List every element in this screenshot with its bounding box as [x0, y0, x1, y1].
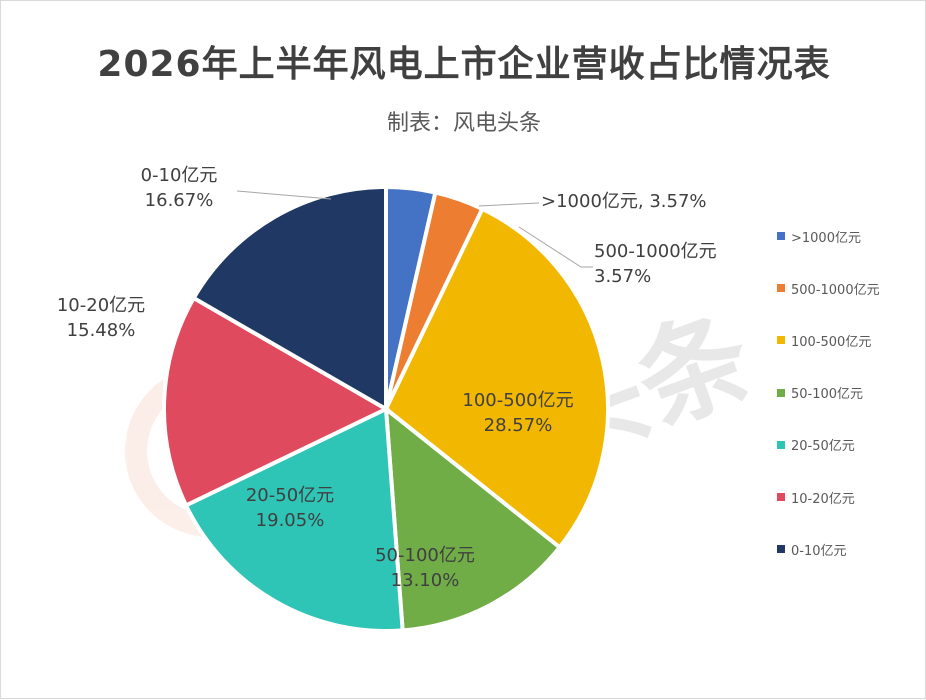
legend-swatch — [777, 336, 785, 345]
data-label-value: 28.57% — [484, 415, 553, 436]
data-label-category: 500-1000亿元 — [594, 241, 717, 262]
pie-slice-3 — [383, 206, 610, 551]
data-label-value: 19.05% — [256, 510, 325, 531]
legend-item: 100-500亿元 — [777, 330, 871, 350]
data-label-category: 100-500亿元 — [462, 390, 573, 411]
data-label-2: 500-1000亿元 3.57% — [594, 241, 717, 287]
legend-label: 500-1000亿元 — [791, 282, 880, 298]
data-label-value: 16.67% — [145, 190, 214, 211]
legend-label: 20-50亿元 — [791, 439, 855, 455]
legend-item: 0-10亿元 — [777, 539, 847, 559]
data-label-4: 50-100亿元 13.10% — [375, 545, 475, 591]
data-label-category: 0-10亿元 — [141, 165, 218, 186]
legend-swatch — [777, 545, 785, 554]
legend-label: 0-10亿元 — [791, 543, 847, 559]
leader-line-7 — [236, 190, 332, 200]
data-label-value: 15.48% — [67, 320, 136, 341]
data-label-1: >1000亿元, 3.57% — [541, 191, 707, 212]
legend-swatch — [777, 388, 785, 397]
data-label-3: 100-500亿元 28.57% — [462, 390, 573, 436]
data-label-7: 0-10亿元 16.67% — [141, 165, 218, 211]
chart-subtitle: 制表：风电头条 — [386, 111, 541, 136]
legend-label: >1000亿元 — [791, 230, 861, 246]
data-label-category: 50-100亿元 — [375, 545, 475, 566]
data-labels: >1000亿元, 3.57% 500-1000亿元 3.57% 100-500亿元 28… — [57, 165, 717, 591]
data-label-category: 20-50亿元 — [246, 485, 334, 506]
legend-item: 20-50亿元 — [777, 435, 855, 455]
pie-slice-6 — [162, 295, 391, 509]
legend-item: >1000亿元 — [777, 226, 861, 246]
legend-item: 10-20亿元 — [777, 487, 855, 507]
legend-item: 500-1000亿元 — [777, 278, 880, 298]
legend-swatch — [777, 493, 785, 501]
data-label-value: 3.57% — [594, 266, 651, 287]
legend-swatch — [777, 232, 785, 240]
legend-swatch — [777, 440, 785, 449]
legend-label: 100-500亿元 — [791, 334, 872, 350]
leader-line-1 — [478, 202, 540, 207]
data-label-value: 13.10% — [391, 570, 460, 591]
legend-label: 10-20亿元 — [791, 491, 855, 507]
leader-lines — [236, 190, 593, 268]
pie-slices — [162, 184, 610, 633]
legend-label: 50-100亿元 — [791, 387, 864, 403]
data-label-5: 20-50亿元 19.05% — [246, 485, 334, 531]
pie-slice-4 — [383, 404, 563, 633]
data-label-6: 10-20亿元 15.48% — [57, 295, 145, 341]
data-label-category: 10-20亿元 — [57, 295, 145, 316]
pie-slice-5 — [183, 405, 405, 633]
legend-swatch — [777, 284, 785, 293]
legend-item: 50-100亿元 — [777, 383, 863, 403]
leader-line-2 — [518, 226, 593, 268]
chart-title: 2026年上半年风电上市企业营收占比情况表 — [97, 44, 831, 85]
pie-slice-7 — [190, 184, 388, 413]
